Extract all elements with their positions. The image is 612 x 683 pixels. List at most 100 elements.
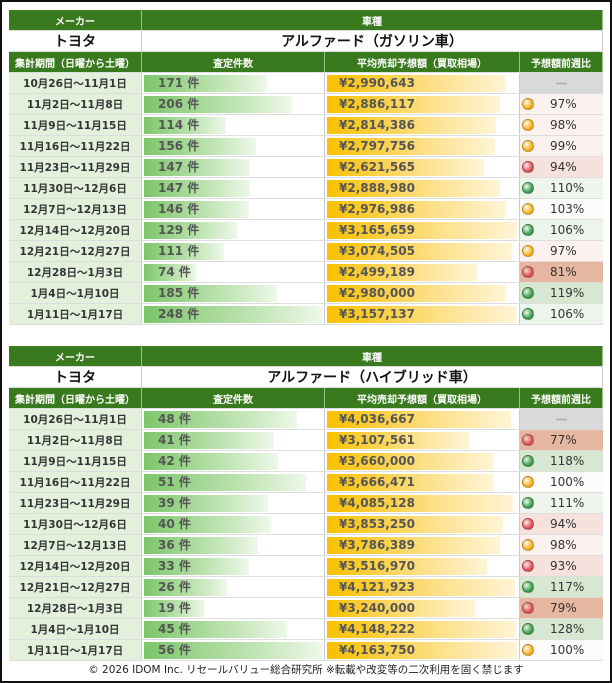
status-yellow-dot-icon — [522, 644, 534, 656]
period-cell: 12月21日～12月27日 — [9, 577, 142, 597]
table-row: 11月16日～11月22日 156 件 ¥2,797,756 99% — [9, 136, 603, 157]
header-row: メーカー 車種 — [9, 346, 603, 367]
ratio-value: 128% — [550, 622, 585, 636]
count-bar: 147 件 — [144, 180, 250, 197]
period-cell: 1月4日～1月10日 — [9, 619, 142, 639]
status-green-dot-icon — [522, 287, 534, 299]
count-cell: 146 件 — [142, 199, 325, 219]
status-green-dot-icon — [522, 182, 534, 194]
price-cell: ¥3,660,000 — [325, 451, 520, 471]
period-cell: 11月30日～12月6日 — [9, 514, 142, 534]
table-row: 11月30日～12月6日 40 件 ¥3,853,250 94% — [9, 514, 603, 535]
count-bar: 51 件 — [144, 474, 307, 491]
count-bar: 146 件 — [144, 201, 249, 218]
ratio-cell: 97% — [520, 94, 603, 114]
period-cell: 10月26日～11月1日 — [9, 409, 142, 429]
maker-header: メーカー — [9, 346, 142, 366]
ratio-value: 98% — [550, 118, 577, 132]
status-yellow-dot-icon — [522, 140, 534, 152]
count-label: 19 件 — [158, 601, 191, 615]
footer-copyright: © 2026 IDOM Inc. リセールバリュー総合研究所 ※転載や改変等の二… — [88, 664, 524, 676]
period-header: 集計期間（日曜から土曜） — [9, 52, 142, 72]
price-label: ¥2,621,565 — [339, 160, 415, 174]
header-row: メーカー 車種 — [9, 10, 603, 31]
period-cell: 12月7日～12月13日 — [9, 199, 142, 219]
table-row: 12月21日～12月27日 111 件 ¥3,074,505 97% — [9, 241, 603, 262]
count-label: 248 件 — [158, 307, 200, 321]
period-cell: 12月7日～12月13日 — [9, 535, 142, 555]
count-cell: 171 件 — [142, 73, 325, 93]
price-label: ¥3,157,137 — [339, 307, 415, 321]
period-cell: 1月11日～1月17日 — [9, 640, 142, 660]
count-bar: 74 件 — [144, 264, 198, 281]
count-label: 36 件 — [158, 538, 191, 552]
period-cell: 11月23日～11月29日 — [9, 493, 142, 513]
no-data-dash: ー — [555, 412, 568, 427]
table-row: 10月26日～11月1日 171 件 ¥2,990,643 ー — [9, 73, 603, 94]
price-cell: ¥3,107,561 — [325, 430, 520, 450]
ratio-cell: 118% — [520, 451, 603, 471]
status-green-dot-icon — [522, 308, 534, 320]
ratio-value: 111% — [550, 496, 585, 510]
count-cell: 74 件 — [142, 262, 325, 282]
status-green-dot-icon — [522, 455, 534, 467]
price-cell: ¥3,516,970 — [325, 556, 520, 576]
ratio-cell: 117% — [520, 577, 603, 597]
price-bar: ¥2,980,000 — [327, 285, 506, 302]
table-row: 1月11日～1月17日 56 件 ¥4,163,750 100% — [9, 640, 603, 661]
count-bar: 56 件 — [144, 642, 322, 659]
table-row: 11月23日～11月29日 147 件 ¥2,621,565 94% — [9, 157, 603, 178]
status-yellow-dot-icon — [522, 476, 534, 488]
count-bar: 26 件 — [144, 579, 227, 596]
price-cell: ¥3,853,250 — [325, 514, 520, 534]
model-header: 車種 — [142, 10, 603, 30]
ratio-value: 81% — [550, 265, 577, 279]
price-label: ¥3,786,389 — [339, 538, 415, 552]
ratio-cell: 103% — [520, 199, 603, 219]
price-bar: ¥3,516,970 — [327, 558, 488, 575]
count-cell: 206 件 — [142, 94, 325, 114]
price-cell: ¥2,621,565 — [325, 157, 520, 177]
count-bar: 185 件 — [144, 285, 277, 302]
ratio-cell: 98% — [520, 535, 603, 555]
ratio-header: 予想額前週比 — [520, 388, 603, 408]
price-bar: ¥3,853,250 — [327, 516, 503, 533]
count-cell: 19 件 — [142, 598, 325, 618]
count-bar: 156 件 — [144, 138, 256, 155]
ratio-value: 94% — [550, 160, 577, 174]
count-label: 39 件 — [158, 496, 191, 510]
table-row: 11月30日～12月6日 147 件 ¥2,888,980 110% — [9, 178, 603, 199]
count-label: 56 件 — [158, 643, 191, 657]
status-yellow-dot-icon — [522, 539, 534, 551]
ratio-value: 93% — [550, 559, 577, 573]
count-cell: 33 件 — [142, 556, 325, 576]
vehicle-row: トヨタ アルファード（ガソリン車） — [9, 31, 603, 52]
price-label: ¥4,148,222 — [339, 622, 415, 636]
price-label: ¥2,976,986 — [339, 202, 415, 216]
price-cell: ¥2,980,000 — [325, 283, 520, 303]
count-label: 114 件 — [158, 118, 200, 132]
price-bar: ¥3,666,471 — [327, 474, 495, 491]
price-bar: ¥3,157,137 — [327, 306, 517, 323]
status-red-dot-icon — [522, 518, 534, 530]
count-cell: 41 件 — [142, 430, 325, 450]
price-label: ¥3,666,471 — [339, 475, 415, 489]
period-cell: 11月9日～11月15日 — [9, 451, 142, 471]
ratio-value: 100% — [550, 643, 585, 657]
count-bar: 41 件 — [144, 432, 275, 449]
count-cell: 39 件 — [142, 493, 325, 513]
column-header-row: 集計期間（日曜から土曜） 査定件数 平均売却予想額（買取相場） 予想額前週比 — [9, 52, 603, 73]
price-label: ¥4,163,750 — [339, 643, 415, 657]
count-cell: 48 件 — [142, 409, 325, 429]
count-bar: 147 件 — [144, 159, 250, 176]
price-label: ¥4,036,667 — [339, 412, 415, 426]
ratio-cell: 99% — [520, 136, 603, 156]
period-cell: 12月14日～12月20日 — [9, 220, 142, 240]
maker-name: トヨタ — [9, 367, 142, 387]
count-bar: 45 件 — [144, 621, 288, 638]
price-bar: ¥2,499,189 — [327, 264, 477, 281]
price-label: ¥2,499,189 — [339, 265, 415, 279]
ratio-cell: 100% — [520, 640, 603, 660]
count-label: 45 件 — [158, 622, 191, 636]
